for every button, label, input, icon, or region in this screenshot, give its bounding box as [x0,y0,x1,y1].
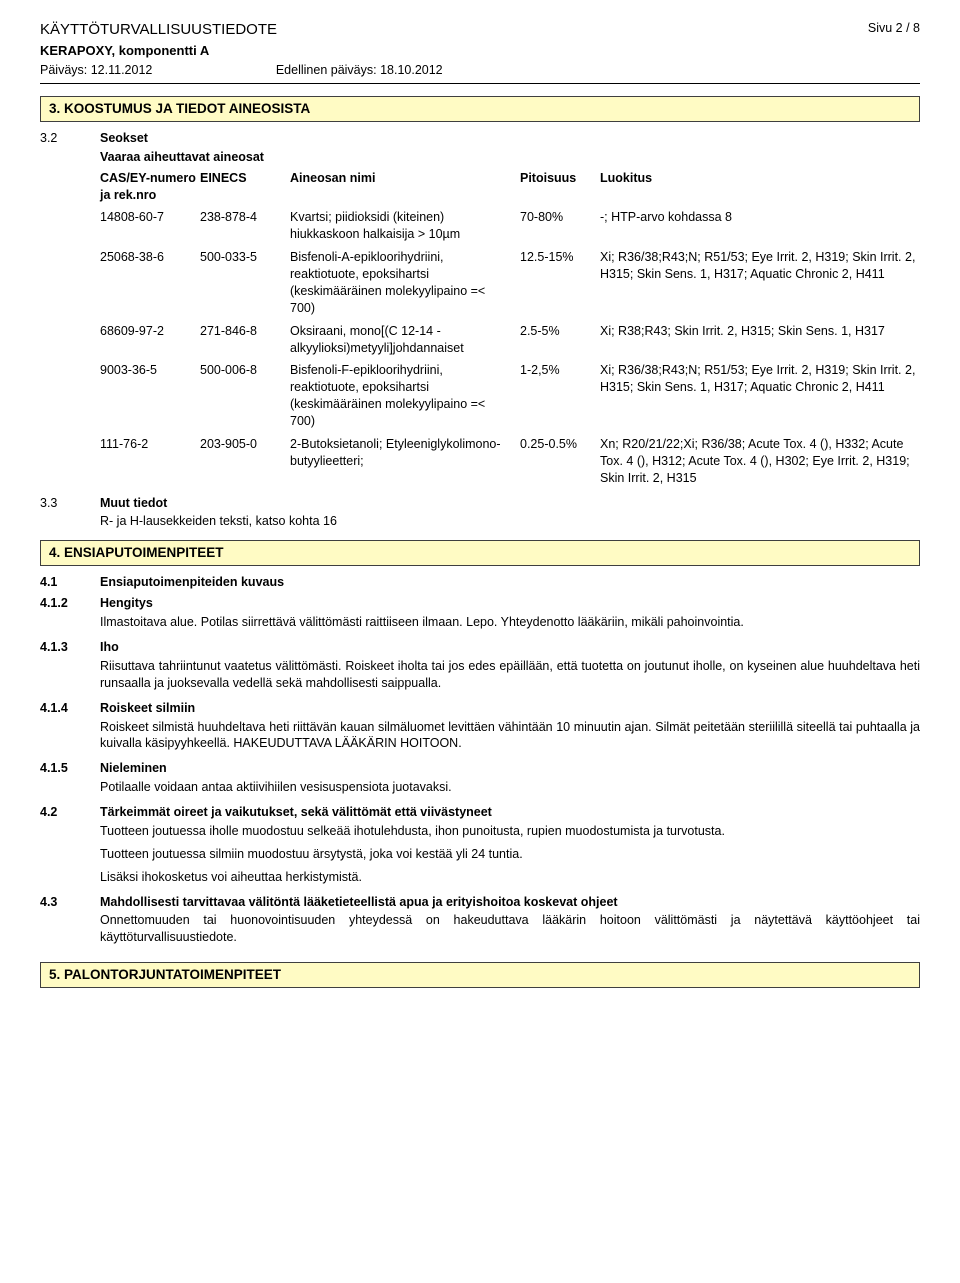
table-row: 14808-60-7 238-878-4 Kvartsi; piidioksid… [100,209,920,243]
section-4-title: 4. ENSIAPUTOIMENPITEET [40,540,920,566]
section-4-1: 4.1 Ensiaputoimenpiteiden kuvaus [40,574,920,593]
section-4-1-4: 4.1.4 Roiskeet silmiin Roiskeet silmistä… [40,700,920,759]
s41-label: Ensiaputoimenpiteiden kuvaus [100,574,920,591]
s415-label: Nieleminen [100,760,920,777]
section-4-1-3: 4.1.3 Iho Riisuttava tahriintunut vaatet… [40,639,920,698]
s43-label: Mahdollisesti tarvittavaa välitöntä lääk… [100,894,920,911]
td-class: Xi; R38;R43; Skin Irrit. 2, H315; Skin S… [600,323,920,340]
td-conc: 0.25-0.5% [520,436,600,453]
td-conc: 2.5-5% [520,323,600,340]
td-conc: 12.5-15% [520,249,600,266]
section-num-3-3: 3.3 [40,495,100,531]
muut-tiedot-label: Muut tiedot [100,495,920,512]
section-num-4-1-3: 4.1.3 [40,639,100,698]
section-3-title: 3. KOOSTUMUS JA TIEDOT AINEOSISTA [40,96,920,122]
section-num-4-2: 4.2 [40,804,100,892]
ingredients-table-head: CAS/EY-numero ja rek.nro EINECS Aineosan… [100,170,920,204]
th-name: Aineosan nimi [290,170,520,204]
section-5-title: 5. PALONTORJUNTATOIMENPITEET [40,962,920,988]
product-name: KERAPOXY, komponentti A [40,42,443,60]
table-row: 111-76-2 203-905-0 2-Butoksietanoli; Ety… [100,436,920,487]
td-cas: 9003-36-5 [100,362,200,379]
document-title: KÄYTTÖTURVALLISUUSTIEDOTE [40,20,443,40]
section-num-4-1-5: 4.1.5 [40,760,100,802]
section-3-3: 3.3 Muut tiedot R- ja H-lausekkeiden tek… [40,495,920,531]
s413-text: Riisuttava tahriintunut vaatetus välittö… [100,658,920,692]
seokset-label: Seokset [100,130,920,147]
td-einecs: 238-878-4 [200,209,290,226]
s412-text: Ilmastoitava alue. Potilas siirrettävä v… [100,614,920,631]
td-name: 2-Butoksietanoli; Etyleeniglykolimono-bu… [290,436,520,470]
s42-label: Tärkeimmät oireet ja vaikutukset, sekä v… [100,804,920,821]
s43-text: Onnettomuuden tai huonovointisuuden yhte… [100,912,920,946]
td-cas: 111-76-2 [100,436,200,453]
td-einecs: 500-006-8 [200,362,290,379]
th-cas: CAS/EY-numero ja rek.nro [100,170,200,204]
s414-label: Roiskeet silmiin [100,700,920,717]
table-row: 68609-97-2 271-846-8 Oksiraani, mono[(C … [100,323,920,357]
section-num-4-1: 4.1 [40,574,100,593]
current-date: Päiväys: 12.11.2012 [40,62,152,79]
section-3-2: 3.2 Seokset Vaaraa aiheuttavat aineosat … [40,130,920,487]
td-class: Xn; R20/21/22;Xi; R36/38; Acute Tox. 4 (… [600,436,920,487]
page-header: KÄYTTÖTURVALLISUUSTIEDOTE KERAPOXY, komp… [40,20,920,84]
td-class: Xi; R36/38;R43;N; R51/53; Eye Irrit. 2, … [600,362,920,396]
previous-date: Edellinen päiväys: 18.10.2012 [276,62,443,79]
page-number: Sivu 2 / 8 [868,20,920,37]
td-name: Bisfenoli-A-epikloorihydriini, reaktiotu… [290,249,520,317]
s412-label: Hengitys [100,595,920,612]
section-4-3: 4.3 Mahdollisesti tarvittavaa välitöntä … [40,894,920,953]
section-num-4-1-2: 4.1.2 [40,595,100,637]
section-4-1-2: 4.1.2 Hengitys Ilmastoitava alue. Potila… [40,595,920,637]
td-conc: 1-2,5% [520,362,600,379]
section-num-4-3: 4.3 [40,894,100,953]
section-4-1-5: 4.1.5 Nieleminen Potilaalle voidaan anta… [40,760,920,802]
td-name: Kvartsi; piidioksidi (kiteinen) hiukkask… [290,209,520,243]
hazard-heading: Vaaraa aiheuttavat aineosat [100,149,920,166]
table-row: 9003-36-5 500-006-8 Bisfenoli-F-epikloor… [100,362,920,430]
header-left: KÄYTTÖTURVALLISUUSTIEDOTE KERAPOXY, komp… [40,20,443,79]
th-conc: Pitoisuus [520,170,600,204]
td-cas: 68609-97-2 [100,323,200,340]
s33-text: R- ja H-lausekkeiden teksti, katso kohta… [100,513,920,530]
td-cas: 14808-60-7 [100,209,200,226]
td-conc: 70-80% [520,209,600,226]
table-row: 25068-38-6 500-033-5 Bisfenoli-A-epikloo… [100,249,920,317]
header-dates: Päiväys: 12.11.2012 Edellinen päiväys: 1… [40,62,443,79]
td-einecs: 271-846-8 [200,323,290,340]
th-class: Luokitus [600,170,920,204]
s415-text: Potilaalle voidaan antaa aktiivihiilen v… [100,779,920,796]
td-einecs: 203-905-0 [200,436,290,453]
s42-text3: Lisäksi ihokosketus voi aiheuttaa herkis… [100,869,920,886]
td-einecs: 500-033-5 [200,249,290,266]
section-4-2: 4.2 Tärkeimmät oireet ja vaikutukset, se… [40,804,920,892]
th-einecs: EINECS [200,170,290,204]
s42-text1: Tuotteen joutuessa iholle muodostuu selk… [100,823,920,840]
s42-text2: Tuotteen joutuessa silmiin muodostuu ärs… [100,846,920,863]
section-num-4-1-4: 4.1.4 [40,700,100,759]
td-class: -; HTP-arvo kohdassa 8 [600,209,920,226]
td-name: Bisfenoli-F-epikloorihydriini, reaktiotu… [290,362,520,430]
td-name: Oksiraani, mono[(C 12-14 - alkyylioksi)m… [290,323,520,357]
s413-label: Iho [100,639,920,656]
td-cas: 25068-38-6 [100,249,200,266]
section-num-3-2: 3.2 [40,130,100,487]
s414-text: Roiskeet silmistä huuhdeltava heti riitt… [100,719,920,753]
td-class: Xi; R36/38;R43;N; R51/53; Eye Irrit. 2, … [600,249,920,283]
